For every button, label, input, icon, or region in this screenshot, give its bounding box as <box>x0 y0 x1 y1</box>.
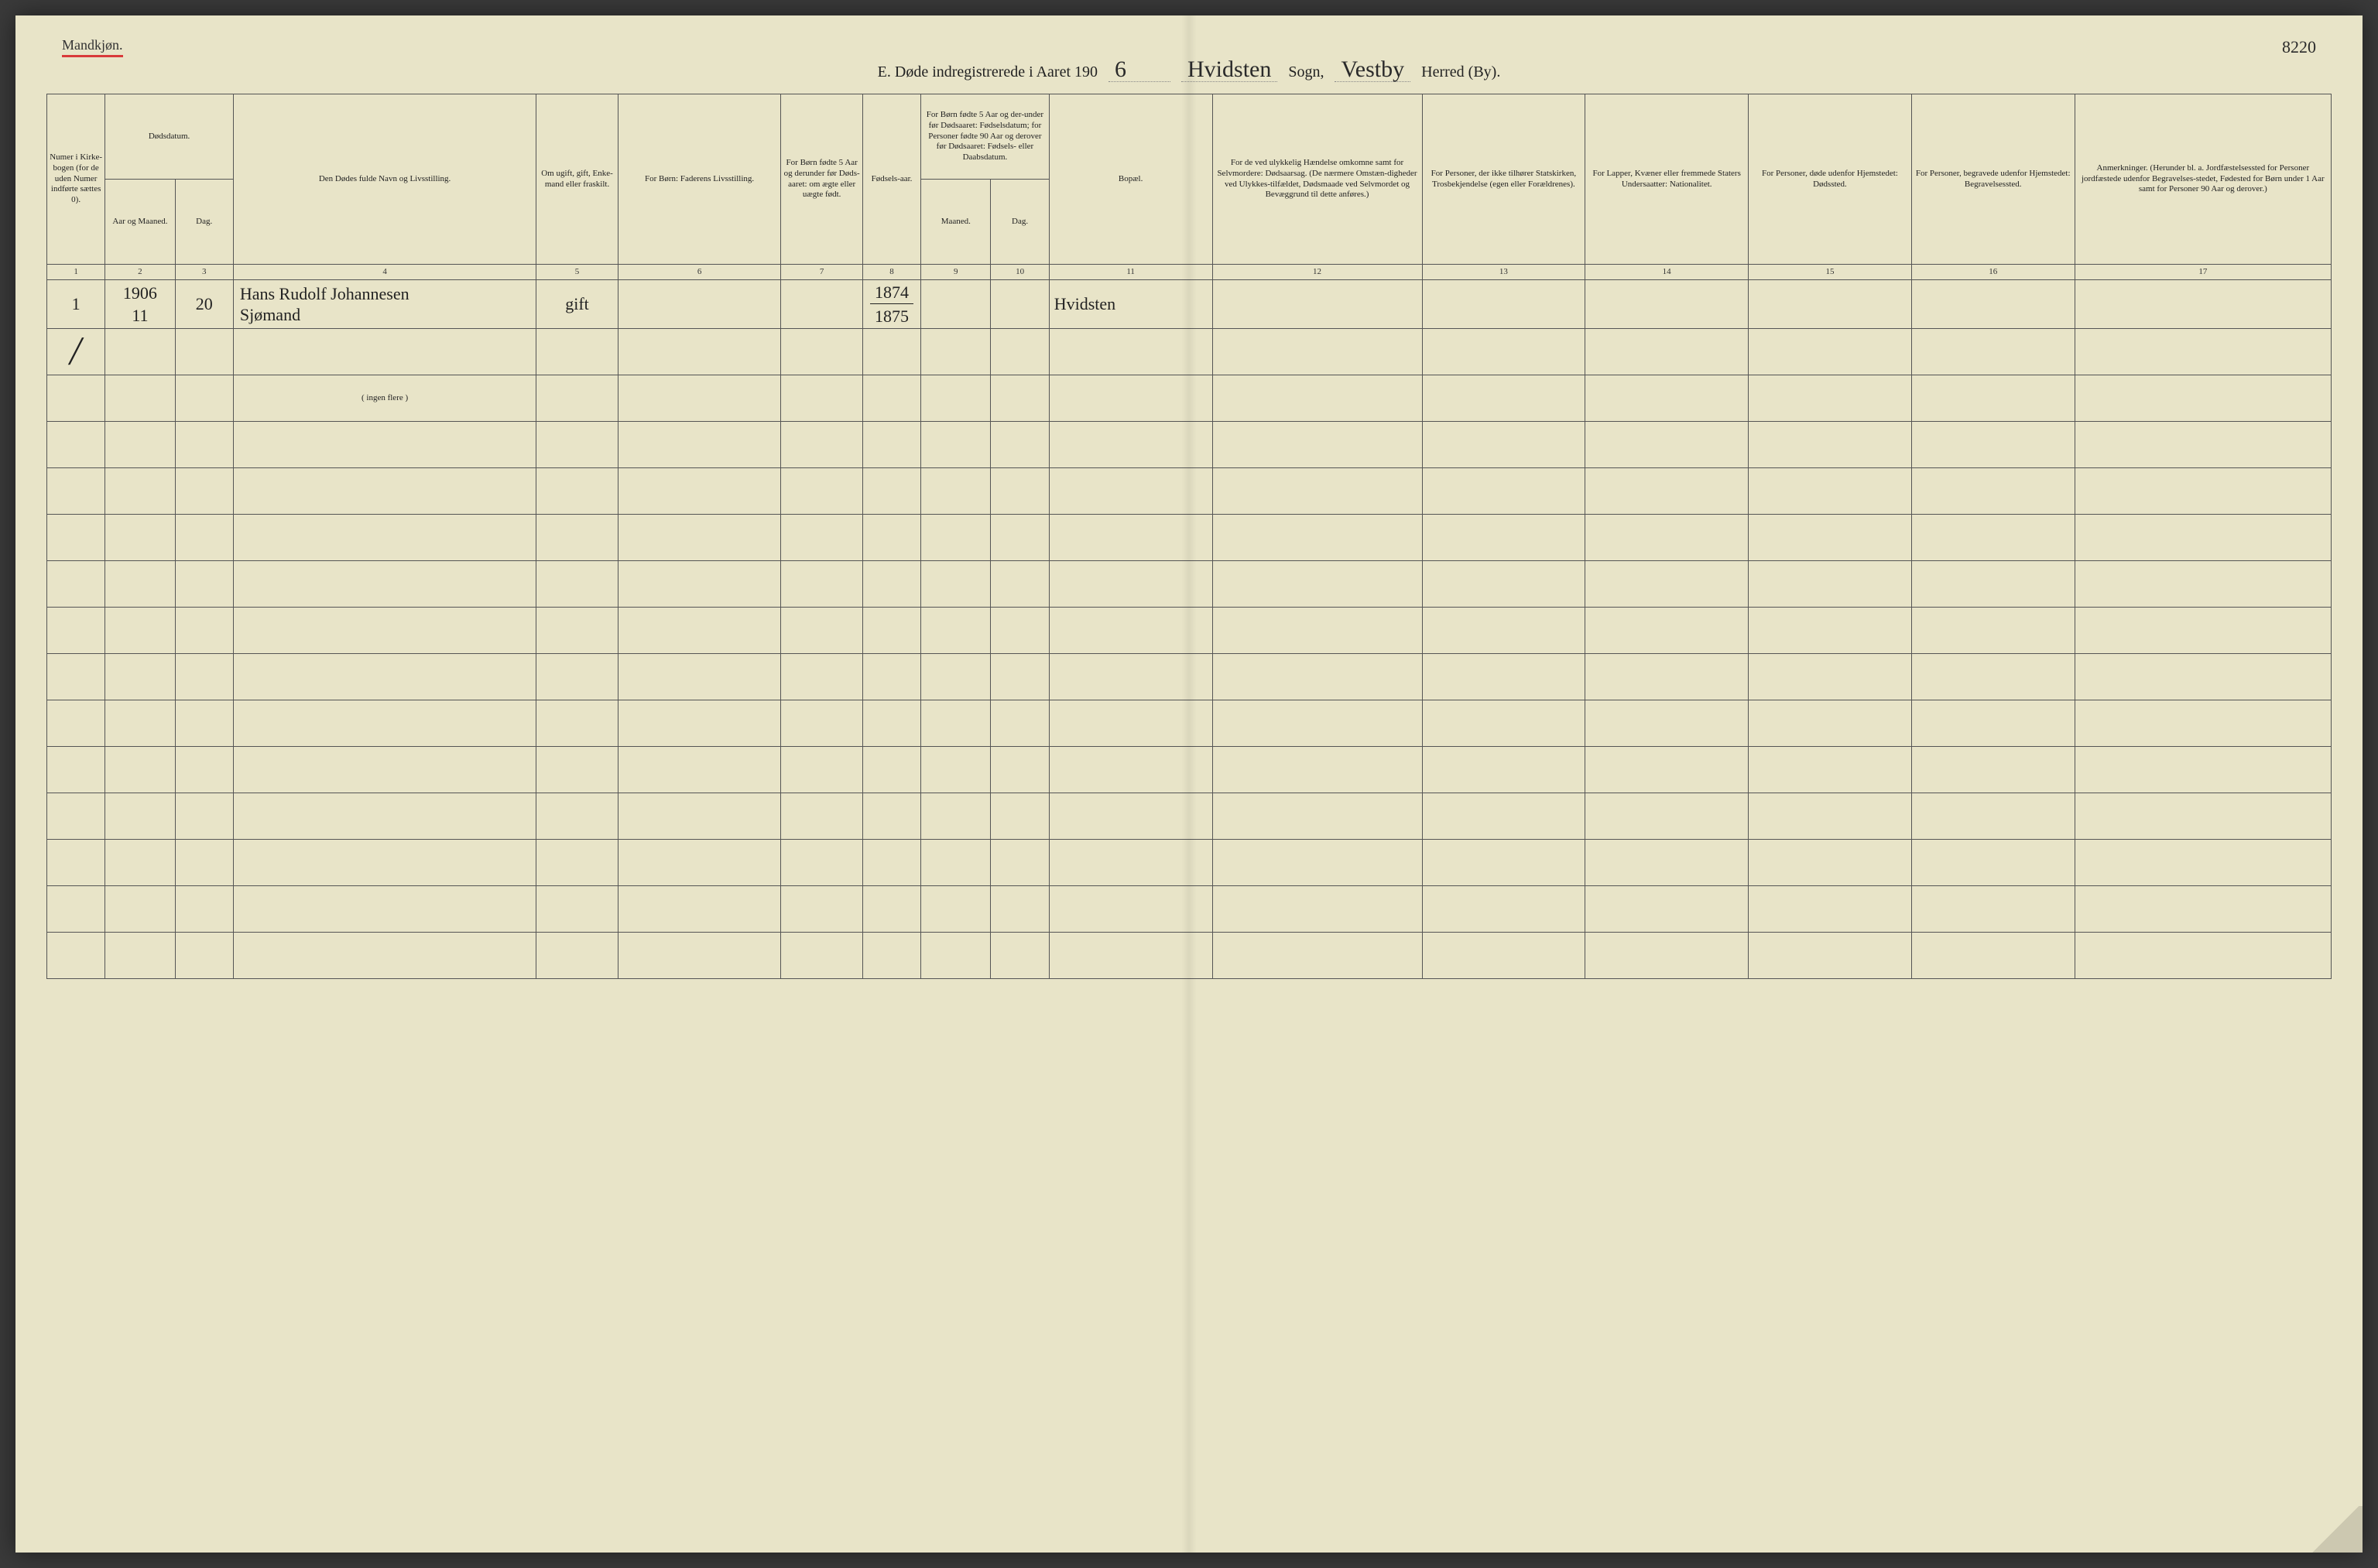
th-12: For de ved ulykkelig Hændelse omkomne sa… <box>1212 94 1422 265</box>
note-text: ( ingen flere ) <box>233 375 536 422</box>
colnum: 3 <box>175 265 233 280</box>
th-16: For Personer, begravede udenfor Hjemsted… <box>1911 94 2075 265</box>
cell-faderen <box>618 280 781 329</box>
cell-name: Hans Rudolf Johannesen Sjømand <box>233 280 536 329</box>
th-9top: For Børn fødte 5 Aar og der-under før Dø… <box>921 94 1050 180</box>
cell-bopael: Hvidsten <box>1049 280 1212 329</box>
birthyear-top: 1874 <box>870 282 913 304</box>
table-row <box>47 886 2332 933</box>
birthyear-bot: 1875 <box>875 306 909 327</box>
table-body: 1 2 3 4 5 6 7 8 9 10 11 12 13 14 15 16 1… <box>47 265 2332 979</box>
th-1: Numer i Kirke-bogen (for de uden Numer i… <box>47 94 105 265</box>
table-row <box>47 561 2332 608</box>
colnum: 17 <box>2075 265 2331 280</box>
page-number: 8220 <box>2282 37 2316 57</box>
title-prefix: E. Døde indregistrerede i Aaret 190 <box>878 63 1098 81</box>
th-9a: Maaned. <box>921 180 991 265</box>
cell-birth-d <box>991 280 1049 329</box>
th-6: For Børn: Faderens Livsstilling. <box>618 94 781 265</box>
cell-num: 1 <box>47 280 105 329</box>
title-line: E. Døde indregistrerede i Aaret 190 6 Hv… <box>46 58 2332 82</box>
table-row <box>47 422 2332 468</box>
th-4: Den Dødes fulde Navn og Livsstilling. <box>233 94 536 265</box>
sogn-label: Sogn, <box>1288 63 1324 81</box>
th-14: For Lapper, Kvæner eller fremmede Stater… <box>1585 94 1749 265</box>
cell-12 <box>1212 280 1422 329</box>
ledger-table: Numer i Kirke-bogen (for de uden Numer i… <box>46 94 2332 979</box>
colnum: 4 <box>233 265 536 280</box>
dog-ear <box>2308 1506 2363 1553</box>
th-7: For Børn fødte 5 Aar og derunder før Død… <box>781 94 862 265</box>
colnum: 12 <box>1212 265 1422 280</box>
colnum: 11 <box>1049 265 1212 280</box>
table-row <box>47 515 2332 561</box>
colnum: 8 <box>862 265 920 280</box>
cell-year: 1906 <box>123 282 157 304</box>
cell-birth-m <box>921 280 991 329</box>
slash-mark: ╱ <box>47 329 105 375</box>
th-15: For Personer, døde udenfor Hjemstedet: D… <box>1749 94 1912 265</box>
th-13: For Personer, der ikke tilhører Statskir… <box>1422 94 1585 265</box>
colnum: 5 <box>536 265 618 280</box>
cell-14 <box>1585 280 1749 329</box>
th-5: Om ugift, gift, Enke-mand eller fraskilt… <box>536 94 618 265</box>
table-row <box>47 840 2332 886</box>
herred-hw: Vestby <box>1335 58 1410 82</box>
table-row <box>47 700 2332 747</box>
colnum: 14 <box>1585 265 1749 280</box>
colnum: 9 <box>921 265 991 280</box>
th-11: Bopæl. <box>1049 94 1212 265</box>
colnum: 15 <box>1749 265 1912 280</box>
th-8: Fødsels-aar. <box>862 94 920 265</box>
herred-label: Herred (By). <box>1421 63 1500 81</box>
table-row <box>47 468 2332 515</box>
cell-day: 20 <box>175 280 233 329</box>
th-2top: Dødsdatum. <box>105 94 234 180</box>
table-row: 1 1906 11 20 Hans Rudolf Johannesen Sjøm… <box>47 280 2332 329</box>
colnum: 7 <box>781 265 862 280</box>
table-row <box>47 933 2332 979</box>
table-head: Numer i Kirke-bogen (for de uden Numer i… <box>47 94 2332 265</box>
cell-legit <box>781 280 862 329</box>
th-9b: Dag. <box>991 180 1049 265</box>
th-17: Anmerkninger. (Herunder bl. a. Jordfæste… <box>2075 94 2331 265</box>
cell-birthyear: 1874 1875 <box>862 280 920 329</box>
th-2a: Aar og Maaned. <box>105 180 175 265</box>
year-suffix-hw: 6 <box>1108 58 1170 82</box>
table-row <box>47 608 2332 654</box>
cell-15 <box>1749 280 1912 329</box>
cell-month: 1906 11 <box>105 280 175 329</box>
table-row <box>47 747 2332 793</box>
th-2b: Dag. <box>175 180 233 265</box>
colnum: 16 <box>1911 265 2075 280</box>
sogn-hw: Hvidsten <box>1181 58 1277 82</box>
colnum: 6 <box>618 265 781 280</box>
table-row <box>47 793 2332 840</box>
cell-17 <box>2075 280 2331 329</box>
cell-month-val: 11 <box>132 305 148 327</box>
ledger-page: Mandkjøn. 8220 E. Døde indregistrerede i… <box>15 15 2363 1553</box>
cell-status: gift <box>536 280 618 329</box>
table-row: ╱ <box>47 329 2332 375</box>
colnum-row: 1 2 3 4 5 6 7 8 9 10 11 12 13 14 15 16 1… <box>47 265 2332 280</box>
gender-label: Mandkjøn. <box>62 37 123 57</box>
table-row <box>47 654 2332 700</box>
colnum: 2 <box>105 265 175 280</box>
cell-16 <box>1911 280 2075 329</box>
cell-13 <box>1422 280 1585 329</box>
table-row: ( ingen flere ) <box>47 375 2332 422</box>
colnum: 10 <box>991 265 1049 280</box>
colnum: 1 <box>47 265 105 280</box>
colnum: 13 <box>1422 265 1585 280</box>
